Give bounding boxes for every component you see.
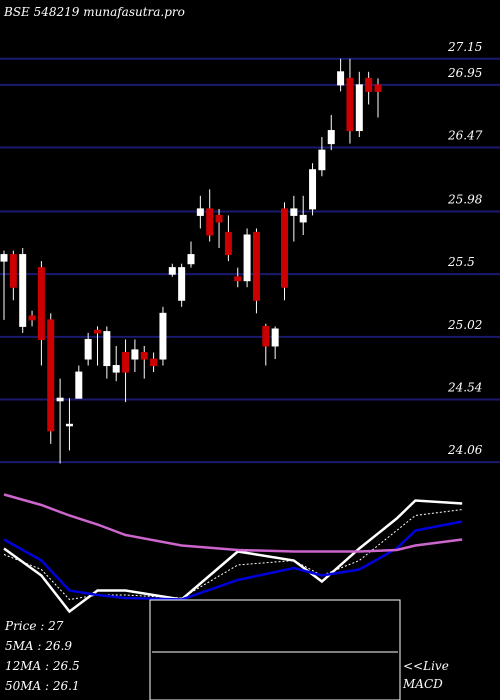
candle-body <box>346 77 354 132</box>
candle-body <box>47 319 55 432</box>
candle-body <box>159 312 167 360</box>
y-tick-label: 24.06 <box>447 443 483 457</box>
candle-body <box>75 371 83 399</box>
candle-body <box>9 254 17 288</box>
y-tick-label: 24.54 <box>447 381 482 395</box>
candle-body <box>37 267 45 340</box>
ma-line <box>3 493 463 553</box>
y-tick-label: 25.98 <box>447 193 483 207</box>
y-tick-label: 25.5 <box>447 255 475 269</box>
legend-entry: Price : 27 <box>4 619 64 633</box>
candle-body <box>318 149 326 171</box>
macd-label: MACD <box>402 677 443 691</box>
ma-line <box>3 509 463 601</box>
y-tick-label: 26.95 <box>447 66 482 80</box>
ma-line <box>3 520 463 601</box>
candle-body <box>56 397 64 402</box>
candle-body <box>281 208 288 288</box>
candle-body <box>224 231 232 256</box>
candle-body <box>103 331 111 367</box>
candle-body <box>365 77 373 92</box>
candle-body <box>178 267 186 301</box>
candle-body <box>19 254 27 327</box>
candle-body <box>150 358 158 367</box>
candle-body <box>355 84 363 132</box>
candle-body <box>337 71 345 86</box>
candle-body <box>122 352 130 373</box>
y-tick-label: 25.02 <box>447 318 482 332</box>
candle-body <box>327 130 335 145</box>
candle-body <box>84 338 92 360</box>
candle-body <box>0 254 8 262</box>
legend-entry: 50MA : 26.1 <box>5 679 80 693</box>
live-label: <<Live <box>403 659 449 673</box>
macd-box <box>149 599 401 700</box>
candle-body <box>187 254 195 265</box>
candle-body <box>65 423 73 427</box>
legend-entry: 12MA : 26.5 <box>5 659 80 673</box>
candle-body <box>234 276 242 282</box>
candle-body <box>243 234 251 282</box>
y-tick-label: 26.47 <box>447 129 483 143</box>
candle-body <box>196 208 204 216</box>
candle-body <box>206 208 214 236</box>
candle-body <box>271 328 279 347</box>
candle-body <box>131 349 139 360</box>
candle-body <box>252 231 260 301</box>
chart-title: BSE 548219 munafasutra.pro <box>3 5 185 19</box>
candle-body <box>374 84 382 92</box>
ma-line <box>3 499 463 614</box>
candle-body <box>94 329 101 334</box>
candle-body <box>299 214 307 223</box>
candle-body <box>112 365 120 373</box>
candle-body <box>290 208 298 216</box>
y-tick-label: 27.15 <box>447 40 482 54</box>
candle-body <box>140 352 148 360</box>
candle-body <box>215 214 223 223</box>
candle-body <box>168 267 176 275</box>
candle-body <box>28 315 36 321</box>
candle-body <box>309 169 317 210</box>
legend-entry: 5MA : 26.9 <box>5 639 72 653</box>
candle-body <box>262 325 270 347</box>
